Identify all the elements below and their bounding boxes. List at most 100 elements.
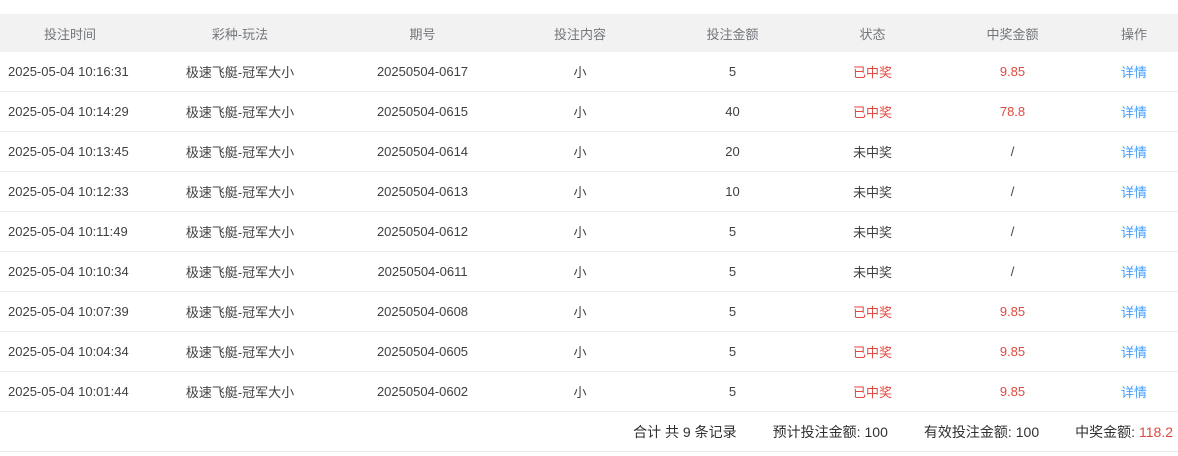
cell-issue-number: 20250504-0613 [376,184,469,199]
cell-bet-time: 2025-05-04 10:10:34 [8,264,129,279]
cell-game-type: 极速飞艇-冠军大小 [185,345,295,360]
detail-link[interactable]: 详情 [1120,65,1147,80]
column-header-game-type: 彩种-玩法 [211,26,269,42]
cell-game-type: 极速飞艇-冠军大小 [185,265,295,280]
column-header-prize-amount: 中奖金额 [986,26,1039,42]
cell-action: 详情 [1090,302,1178,321]
cell-action: 详情 [1090,342,1178,361]
summary-expected-label: 预计投注金额: [772,423,861,440]
cell-prize-amount: 9.85 [999,304,1026,319]
cell-game-type: 极速飞艇-冠军大小 [185,225,295,240]
cell-action: 详情 [1090,222,1178,241]
column-header-bet-content: 投注内容 [553,26,606,42]
table-row: 2025-05-04 10:01:44 极速飞艇-冠军大小 20250504-060… [0,372,1178,412]
table-row: 2025-05-04 10:04:34 极速飞艇-冠军大小 20250504-060… [0,332,1178,372]
cell-status: 未中奖 [852,185,892,200]
cell-bet-time: 2025-05-04 10:16:31 [8,64,129,79]
cell-issue-number: 20250504-0614 [376,144,469,159]
cell-prize-amount: / [1010,144,1015,159]
cell-status: 未中奖 [852,225,892,240]
cell-prize-amount: 9.85 [999,384,1026,399]
cell-action: 详情 [1090,142,1178,161]
cell-bet-amount: 5 [728,264,737,279]
column-header-issue-number: 期号 [409,26,436,42]
column-header-bet-time: 投注时间 [43,26,96,42]
cell-bet-amount: 5 [728,304,737,319]
cell-issue-number: 20250504-0615 [376,104,469,119]
cell-status: 未中奖 [852,265,892,280]
cell-bet-content: 小 [573,265,587,280]
summary-expected-amount: 预计投注金额: 100 [773,422,888,442]
detail-link[interactable]: 详情 [1120,385,1147,400]
summary-expected-value: 100 [864,423,888,440]
cell-issue-number: 20250504-0602 [376,384,469,399]
detail-link[interactable]: 详情 [1120,145,1147,160]
cell-bet-content: 小 [573,65,587,80]
cell-prize-amount: 78.8 [999,104,1026,119]
summary-bar: 合计 共 9 条记录 预计投注金额: 100 有效投注金额: 100 中奖金额: 11… [0,412,1178,452]
cell-bet-amount: 10 [725,184,740,199]
table-header-row: 投注时间 彩种-玩法 期号 投注内容 投注金额 状态 中奖金额 操作 [0,14,1178,52]
column-header-status: 状态 [859,26,886,42]
summary-prize-amount: 中奖金额: 118.2 [1075,422,1173,442]
cell-issue-number: 20250504-0612 [376,224,469,239]
cell-game-type: 极速飞艇-冠军大小 [185,145,295,160]
cell-status: 已中奖 [852,305,892,320]
cell-game-type: 极速飞艇-冠军大小 [185,305,295,320]
detail-link[interactable]: 详情 [1120,265,1147,280]
cell-bet-amount: 5 [728,344,737,359]
cell-action: 详情 [1090,182,1178,201]
cell-issue-number: 20250504-0605 [376,344,469,359]
cell-prize-amount: / [1010,184,1015,199]
cell-bet-time: 2025-05-04 10:11:49 [8,224,128,239]
cell-bet-content: 小 [573,385,587,400]
cell-issue-number: 20250504-0611 [377,264,468,279]
cell-bet-amount: 5 [728,224,737,239]
detail-link[interactable]: 详情 [1120,345,1147,360]
detail-link[interactable]: 详情 [1120,305,1147,320]
cell-game-type: 极速飞艇-冠军大小 [185,385,295,400]
cell-bet-content: 小 [573,105,587,120]
detail-link[interactable]: 详情 [1120,225,1147,240]
cell-issue-number: 20250504-0608 [376,304,469,319]
cell-bet-content: 小 [573,225,587,240]
column-header-action: 操作 [1120,26,1147,42]
cell-prize-amount: / [1010,264,1015,279]
cell-bet-amount: 5 [728,384,737,399]
cell-bet-content: 小 [573,185,587,200]
cell-bet-amount: 5 [728,64,737,79]
cell-action: 详情 [1090,262,1178,281]
cell-status: 已中奖 [852,385,892,400]
summary-total-records: 合计 共 9 条记录 [633,423,737,440]
table-row: 2025-05-04 10:07:39 极速飞艇-冠军大小 20250504-060… [0,292,1178,332]
table-row: 2025-05-04 10:11:49 极速飞艇-冠军大小 20250504-061… [0,212,1178,252]
table-row: 2025-05-04 10:16:31 极速飞艇-冠军大小 20250504-061… [0,52,1178,92]
cell-bet-amount: 40 [725,104,740,119]
cell-action: 详情 [1090,102,1178,121]
cell-game-type: 极速飞艇-冠军大小 [185,105,295,120]
table-row: 2025-05-04 10:13:45 极速飞艇-冠军大小 20250504-061… [0,132,1178,172]
cell-bet-time: 2025-05-04 10:04:34 [8,344,129,359]
cell-bet-time: 2025-05-04 10:14:29 [8,104,129,119]
cell-action: 详情 [1090,382,1178,401]
cell-status: 已中奖 [852,105,892,120]
cell-bet-content: 小 [573,345,587,360]
cell-issue-number: 20250504-0617 [376,64,469,79]
cell-status: 未中奖 [852,145,892,160]
cell-prize-amount: / [1010,224,1015,239]
column-header-bet-amount: 投注金额 [706,26,759,42]
cell-game-type: 极速飞艇-冠军大小 [185,65,295,80]
cell-bet-time: 2025-05-04 10:13:45 [8,144,129,159]
table-row: 2025-05-04 10:14:29 极速飞艇-冠军大小 20250504-061… [0,92,1178,132]
cell-prize-amount: 9.85 [999,64,1026,79]
cell-bet-content: 小 [573,305,587,320]
detail-link[interactable]: 详情 [1120,105,1147,120]
summary-valid-amount: 有效投注金额: 100 [924,422,1039,442]
cell-bet-time: 2025-05-04 10:07:39 [8,304,129,319]
cell-action: 详情 [1090,62,1178,81]
table-body: 2025-05-04 10:16:31 极速飞艇-冠军大小 20250504-061… [0,52,1178,412]
detail-link[interactable]: 详情 [1120,185,1147,200]
cell-bet-time: 2025-05-04 10:01:44 [8,384,129,399]
